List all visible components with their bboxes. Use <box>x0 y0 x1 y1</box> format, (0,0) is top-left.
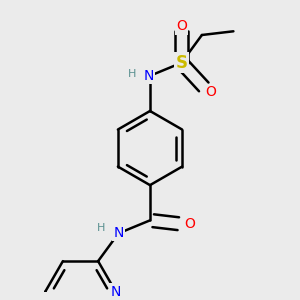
Text: N: N <box>143 69 154 83</box>
Text: O: O <box>184 217 195 231</box>
Text: S: S <box>176 54 188 72</box>
Text: H: H <box>97 224 105 233</box>
Text: N: N <box>113 226 124 240</box>
Text: O: O <box>205 85 216 99</box>
Text: N: N <box>110 285 121 298</box>
Text: O: O <box>176 20 187 34</box>
Text: H: H <box>128 69 136 79</box>
